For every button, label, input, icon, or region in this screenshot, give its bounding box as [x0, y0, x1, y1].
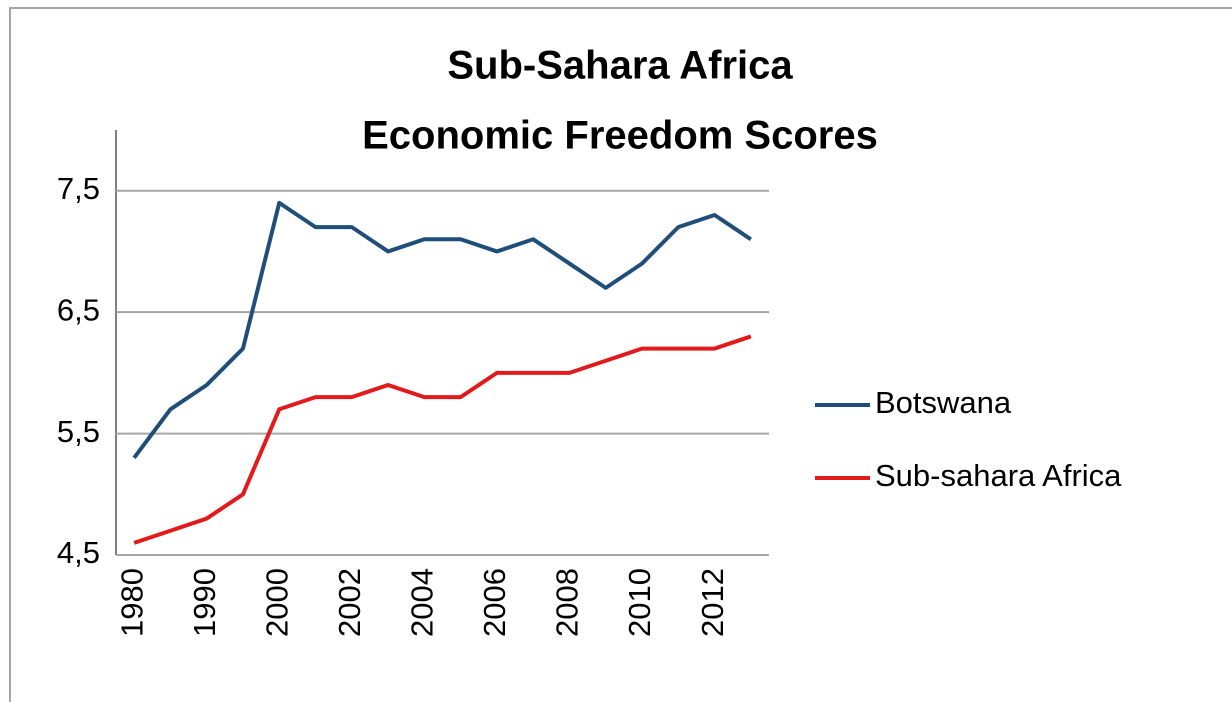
chart-frame — [9, 7, 1232, 702]
chart-title: Sub-Sahara Africa — [447, 44, 793, 88]
y-tick-label: 5,5 — [57, 414, 100, 449]
y-tick-label: 7,5 — [57, 171, 100, 206]
x-tick-label: 2000 — [259, 568, 294, 637]
x-tick-label: 2002 — [332, 568, 367, 637]
chart-title: Economic Freedom Scores — [362, 114, 878, 158]
x-tick-label: 2006 — [477, 568, 512, 637]
y-tick-label: 4,5 — [57, 535, 100, 570]
series-line — [132, 200, 752, 460]
x-tick-label: 2004 — [405, 568, 440, 637]
x-tick-label: 1990 — [187, 568, 222, 637]
legend-label: Botswana — [875, 385, 1012, 420]
series-line — [133, 334, 752, 545]
x-tick-label: 2008 — [550, 568, 585, 637]
x-tick-label: 2012 — [695, 568, 730, 637]
x-tick-label: 2010 — [622, 568, 657, 637]
legend-label: Sub-sahara Africa — [875, 458, 1122, 493]
x-tick-label: 1980 — [114, 568, 149, 637]
y-tick-label: 6,5 — [57, 292, 100, 327]
